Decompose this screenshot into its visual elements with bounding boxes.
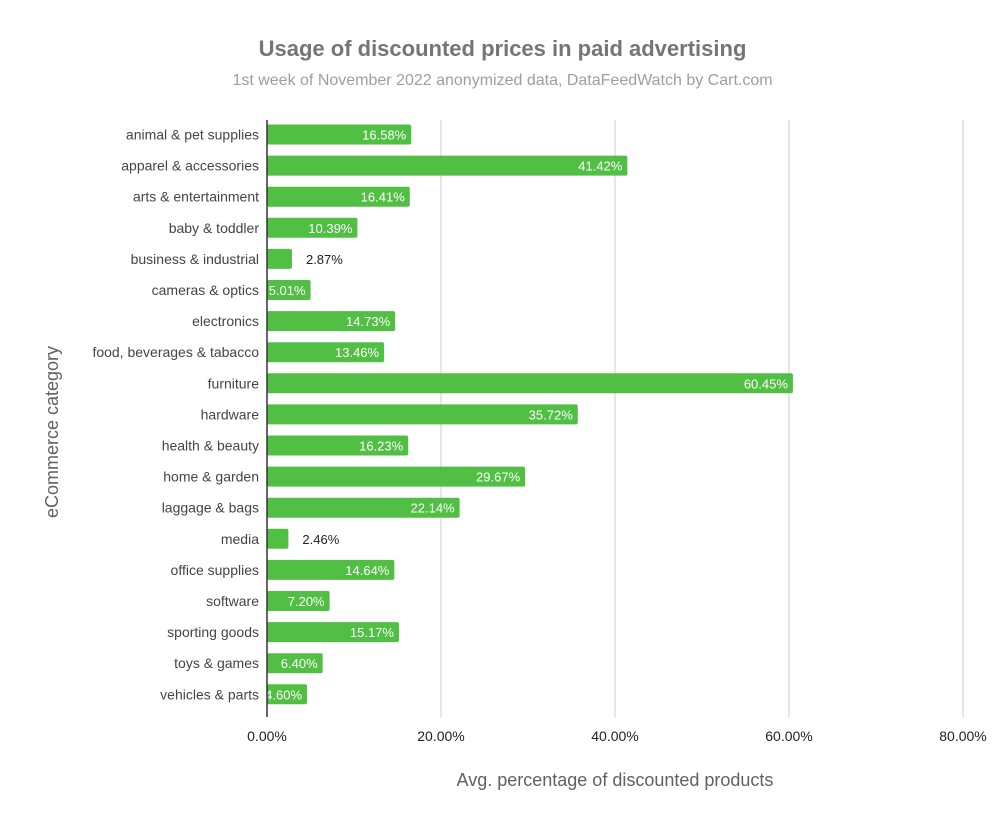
data-label: 2.46% bbox=[302, 532, 339, 547]
bar bbox=[267, 559, 395, 580]
category-label: food, beverages & tabacco bbox=[92, 344, 259, 360]
data-label: 2.87% bbox=[306, 252, 343, 267]
category-label: furniture bbox=[208, 375, 260, 391]
data-label: 16.58% bbox=[362, 128, 407, 143]
category-label: vehicles & parts bbox=[160, 686, 259, 702]
category-label: media bbox=[221, 531, 259, 547]
bars: 16.58% 41.42% 16.41% 10.39% 2.87% 5.01% 14.73%… bbox=[265, 124, 793, 705]
data-label: 22.14% bbox=[411, 501, 456, 516]
bar bbox=[267, 466, 526, 487]
bar bbox=[267, 217, 358, 238]
data-label: 29.67% bbox=[476, 470, 521, 485]
chart-title: Usage of discounted prices in paid adver… bbox=[258, 36, 747, 61]
bar bbox=[267, 497, 460, 518]
bar bbox=[267, 528, 289, 549]
data-label: 14.73% bbox=[346, 314, 391, 329]
category-label: laggage & bags bbox=[162, 500, 259, 516]
category-label: toys & games bbox=[174, 655, 259, 671]
data-label: 13.46% bbox=[335, 345, 380, 360]
category-label: business & industrial bbox=[131, 251, 259, 267]
data-label: 35.72% bbox=[529, 407, 574, 422]
data-label: 16.41% bbox=[361, 190, 406, 205]
data-label: 14.64% bbox=[345, 563, 390, 578]
bar bbox=[267, 373, 793, 394]
bar bbox=[267, 622, 399, 643]
data-label: 5.01% bbox=[269, 283, 306, 298]
data-label: 7.20% bbox=[288, 594, 325, 609]
data-label: 15.17% bbox=[350, 625, 395, 640]
bar bbox=[267, 280, 311, 300]
data-label: 10.39% bbox=[308, 221, 353, 236]
x-tick-label: 20.00% bbox=[417, 728, 464, 744]
x-tick-label: 40.00% bbox=[591, 728, 638, 744]
category-label: cameras & optics bbox=[152, 282, 259, 298]
bar bbox=[267, 591, 330, 611]
bar bbox=[267, 435, 409, 456]
category-labels: animal & pet supplies apparel & accessori… bbox=[92, 127, 259, 703]
x-tick-labels: 0.00% 20.00% 40.00% 60.00% 80.00% bbox=[247, 728, 987, 744]
category-label: animal & pet supplies bbox=[126, 127, 259, 143]
bar bbox=[267, 404, 578, 425]
x-axis-title: Avg. percentage of discounted products bbox=[457, 770, 774, 790]
data-label: 41.42% bbox=[578, 159, 623, 174]
x-tick-label: 60.00% bbox=[765, 728, 812, 744]
data-label: 6.40% bbox=[281, 656, 318, 671]
x-tick-label: 0.00% bbox=[247, 728, 287, 744]
category-label: apparel & accessories bbox=[121, 158, 259, 174]
bar bbox=[267, 124, 412, 145]
category-label: office supplies bbox=[171, 562, 259, 578]
bar bbox=[267, 248, 292, 269]
category-label: baby & toddler bbox=[169, 220, 260, 236]
data-label: 4.60% bbox=[265, 687, 302, 702]
data-label: 60.45% bbox=[744, 376, 789, 391]
bar bbox=[267, 684, 308, 705]
category-label: software bbox=[206, 593, 259, 609]
category-label: electronics bbox=[192, 313, 259, 329]
bar bbox=[267, 311, 396, 332]
category-label: home & garden bbox=[163, 469, 259, 485]
x-tick-label: 80.00% bbox=[939, 728, 986, 744]
category-label: arts & entertainment bbox=[133, 189, 259, 205]
category-label: hardware bbox=[201, 406, 260, 422]
category-label: health & beauty bbox=[162, 438, 259, 454]
y-axis-title: eCommerce category bbox=[42, 346, 62, 518]
category-label: sporting goods bbox=[167, 624, 259, 640]
chart-subtitle: 1st week of November 2022 anonymized dat… bbox=[232, 72, 773, 89]
bar bbox=[267, 186, 410, 207]
bar bbox=[267, 653, 323, 674]
bar bbox=[267, 155, 628, 176]
bar bbox=[267, 342, 385, 363]
data-label: 16.23% bbox=[359, 439, 404, 454]
